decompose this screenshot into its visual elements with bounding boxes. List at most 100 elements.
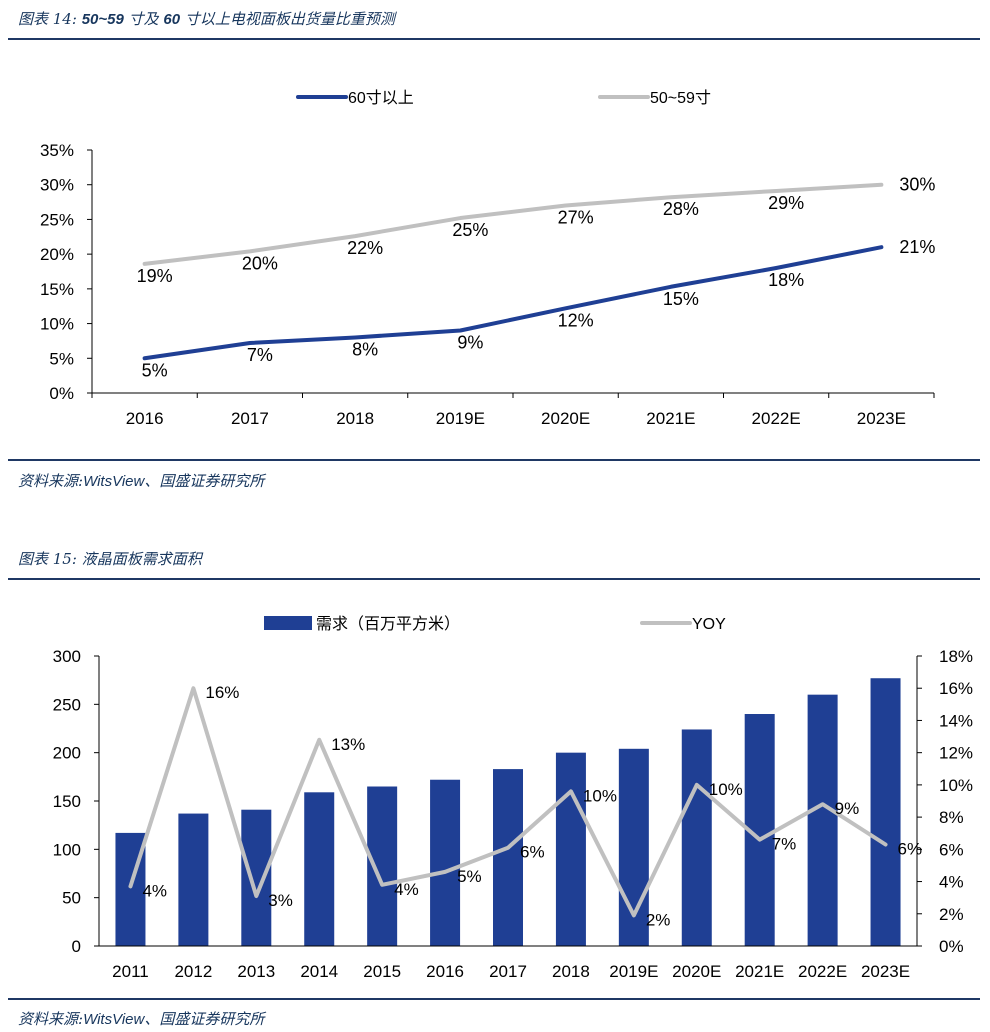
x-tick-label: 2017 (231, 409, 269, 428)
yoy-data-label: 2% (646, 910, 671, 929)
yoy-data-label: 6% (520, 843, 545, 862)
figure-14-title-mid: 寸及 (123, 10, 164, 28)
yoy-data-label: 13% (331, 735, 365, 754)
yoy-data-label: 6% (898, 840, 923, 859)
data-label: 29% (768, 193, 804, 213)
y-left-tick-label: 300 (53, 647, 81, 666)
data-label: 30% (899, 175, 935, 195)
yoy-data-label: 10% (709, 780, 743, 799)
y-left-tick-label: 50 (62, 889, 81, 908)
y-right-tick-label: 4% (939, 873, 964, 892)
x-tick-label: 2014 (300, 962, 338, 981)
data-label: 9% (457, 333, 483, 353)
figure-15-title-text: 液晶面板需求面积 (81, 550, 202, 568)
demand-bar (493, 769, 523, 946)
yoy-data-label: 4% (142, 881, 167, 900)
figure-15-top-rule (8, 578, 980, 580)
yoy-data-label: 9% (835, 799, 860, 818)
x-tick-label: 2020E (541, 409, 590, 428)
legend-label: 50~59寸 (650, 89, 711, 107)
y-right-tick-label: 16% (939, 679, 973, 698)
yoy-data-label: 3% (268, 891, 293, 910)
legend-label-demand: 需求（百万平方米） (316, 615, 460, 633)
yoy-data-label: 5% (457, 867, 482, 886)
x-tick-label: 2015 (363, 962, 401, 981)
yoy-data-label: 10% (583, 786, 617, 805)
x-tick-label: 2021E (646, 409, 695, 428)
y-left-tick-label: 150 (53, 792, 81, 811)
x-tick-label: 2013 (237, 962, 275, 981)
demand-bar (870, 678, 901, 946)
x-tick-label: 2023E (857, 409, 906, 428)
legend-label: 60寸以上 (348, 89, 414, 107)
figure-14-title-num: 50~59 (81, 11, 124, 28)
y-right-tick-label: 14% (939, 711, 973, 730)
x-tick-label: 2017 (489, 962, 527, 981)
data-label: 5% (142, 360, 168, 380)
x-tick-label: 2021E (735, 962, 784, 981)
series-line-50-59 (142, 182, 884, 266)
y-right-tick-label: 0% (939, 937, 964, 956)
y-tick-label: 25% (40, 210, 74, 229)
data-label: 21% (899, 237, 935, 257)
figure-14-bottom-rule (8, 459, 980, 461)
y-tick-label: 20% (40, 245, 74, 264)
y-tick-label: 30% (40, 176, 74, 195)
data-label: 22% (347, 238, 383, 258)
y-tick-label: 35% (40, 141, 74, 160)
share-forecast-chart: 0% 5% 10% 15% 20% 25% 30% 35% 2016 2017 2018 2019E 2… (40, 89, 935, 428)
data-label: 20% (242, 253, 278, 273)
x-tick-label: 2019E (436, 409, 485, 428)
figure-14-source-org: WitsView (83, 473, 145, 490)
demand-bar (241, 809, 272, 946)
data-label: 19% (137, 266, 173, 286)
figure-15-source: 资料来源:WitsView、国盛证券研究所 (18, 1008, 264, 1029)
x-tick-label: 2019E (609, 962, 658, 981)
y-left-tick-label: 100 (53, 840, 81, 859)
demand-bar (681, 729, 712, 946)
x-tick-label: 2020E (672, 962, 721, 981)
x-tick-label: 2016 (426, 962, 464, 981)
figure-14-title-rest: 寸以上电视面板出货量比重预测 (180, 10, 395, 28)
figure-14-title-num2: 60 (163, 11, 181, 28)
y-tick-label: 15% (40, 280, 74, 299)
figure-14-source-suffix: 、国盛证券研究所 (144, 472, 265, 490)
x-tick-label: 2022E (752, 409, 801, 428)
y-right-tick-label: 10% (939, 776, 973, 795)
x-tick-label: 2018 (552, 962, 590, 981)
figure-14-source: 资料来源:WitsView、国盛证券研究所 (18, 470, 264, 491)
demand-bar (367, 786, 398, 946)
figure-14-top-rule (8, 38, 980, 40)
figure-15-source-prefix: 资料来源: (18, 1010, 84, 1028)
figure-14-label: 图表 14: (18, 10, 77, 28)
legend-label-yoy: YOY (692, 616, 726, 633)
data-label: 28% (663, 199, 699, 219)
demand-bar (304, 792, 335, 946)
y-right-tick-label: 18% (939, 647, 973, 666)
demand-bar (807, 694, 838, 946)
data-label: 27% (558, 208, 594, 228)
x-tick-label: 2016 (126, 409, 164, 428)
figure-15-title: 图表 15: 液晶面板需求面积 (18, 548, 202, 569)
panel-demand-chart: 0 50 100 150 200 250 300 0% 2% 4% 6% 8% 10% 12% 14% 16%… (53, 615, 973, 981)
data-label: 12% (558, 310, 594, 330)
yoy-data-label: 4% (394, 880, 419, 899)
data-label: 8% (352, 339, 378, 359)
x-tick-label: 2011 (112, 962, 149, 981)
x-tick-label: 2022E (798, 962, 847, 981)
data-label: 18% (768, 270, 804, 290)
y-right-tick-label: 6% (939, 840, 964, 859)
yoy-data-label: 16% (205, 683, 239, 702)
data-label: 15% (663, 289, 699, 309)
demand-bar (178, 813, 209, 946)
figure-15-bottom-rule (8, 998, 980, 1000)
y-left-tick-label: 200 (53, 744, 81, 763)
data-label: 25% (452, 220, 488, 240)
y-tick-label: 0% (49, 384, 74, 403)
y-right-tick-label: 12% (939, 744, 973, 763)
x-tick-label: 2023E (861, 962, 910, 981)
y-right-tick-label: 8% (939, 808, 964, 827)
figure-15-source-org: WitsView (83, 1011, 145, 1028)
y-tick-label: 10% (40, 315, 74, 334)
figure-15-source-suffix: 、国盛证券研究所 (144, 1010, 265, 1028)
